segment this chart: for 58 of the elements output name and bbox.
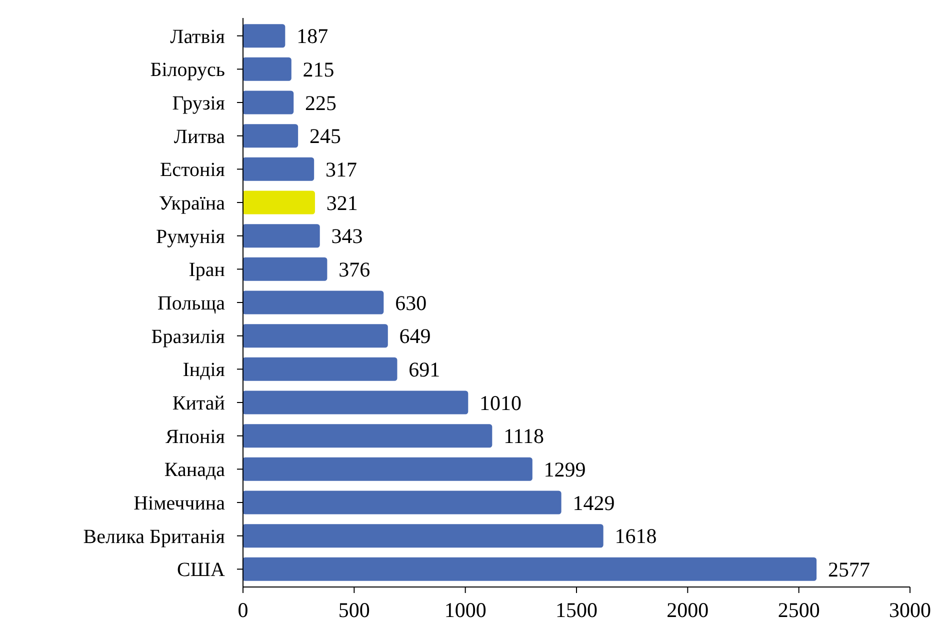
data-label: 1618 [614,524,657,548]
bar [242,424,492,448]
y-tick-label: Білорусь [150,59,225,82]
data-label: 317 [325,158,357,182]
x-tick-label: 2500 [778,598,820,622]
data-label: 649 [399,324,431,348]
y-tick-label: Україна [158,192,226,214]
x-tick-label: 1500 [556,598,598,622]
x-tick-label: 3000 [889,598,931,622]
bar [242,357,398,381]
bar [242,24,286,48]
x-tick-label: 1000 [444,598,486,622]
x-tick-label: 0 [238,598,248,622]
data-label: 630 [395,290,427,315]
bar [242,390,468,414]
y-tick-label: Велика Британія [83,526,225,548]
data-label: 321 [326,190,358,215]
bar [242,557,817,581]
y-tick-label: Канада [164,459,226,482]
y-tick-label: Японія [165,426,225,448]
y-tick-label: Індія [182,359,225,382]
bar [242,490,562,514]
y-tick-label: США [177,559,226,582]
y-tick-label: Литва [174,126,226,148]
bar [242,457,532,481]
bar [242,57,292,81]
data-label: 1299 [544,458,586,482]
bar [242,257,328,281]
y-tick-label: Румунія [156,226,225,248]
data-label: 187 [296,24,328,48]
bar [242,224,320,248]
data-label: 245 [309,124,341,148]
y-tick-label: Китай [172,392,226,414]
bar [242,157,314,181]
bar [242,190,315,214]
data-label: 1118 [504,424,544,448]
y-tick-label: Бразилія [151,326,225,348]
data-label: 691 [408,358,440,382]
bar [242,524,604,548]
data-label: 225 [305,90,337,115]
data-label: 2577 [828,558,870,582]
y-tick-label: Латвія [170,26,225,48]
data-label: 376 [338,258,370,282]
y-tick-label: Грузія [172,92,225,114]
data-label: 343 [331,224,363,248]
bar [242,324,388,348]
bar [242,290,384,314]
y-tick-label: Німеччина [134,492,226,514]
x-tick-label: 2000 [666,598,709,622]
x-tick-label: 500 [338,598,370,622]
bar [242,90,294,114]
y-tick-label: Польща [157,292,226,314]
y-tick-label: Іран [188,259,226,282]
y-tick-label: Естонія [160,159,225,182]
bar [242,124,298,148]
data-label: 1429 [572,490,615,515]
data-label: 215 [302,58,334,82]
data-label: 1010 [480,390,522,415]
